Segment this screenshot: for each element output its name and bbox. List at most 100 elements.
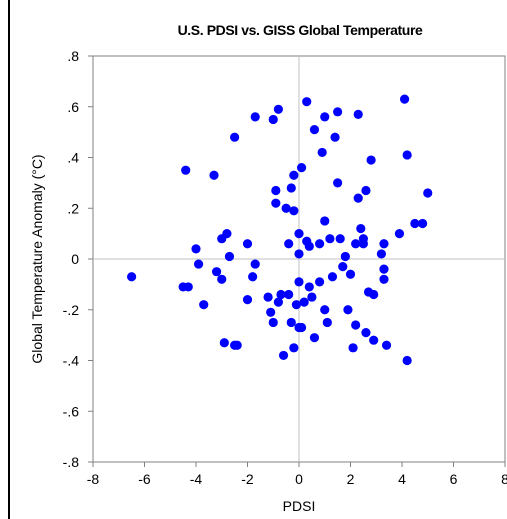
data-point bbox=[351, 320, 361, 330]
data-point bbox=[335, 234, 345, 244]
data-point bbox=[219, 338, 229, 348]
data-point bbox=[294, 277, 304, 287]
data-point bbox=[193, 259, 204, 269]
data-point bbox=[315, 239, 325, 249]
data-point bbox=[361, 327, 371, 338]
data-point bbox=[212, 267, 222, 277]
data-point bbox=[361, 185, 371, 196]
data-point bbox=[304, 241, 314, 251]
data-point bbox=[273, 104, 283, 114]
data-point bbox=[353, 109, 363, 119]
data-point bbox=[199, 300, 209, 310]
x-tick-label: -6 bbox=[138, 471, 151, 487]
data-point bbox=[248, 272, 258, 282]
data-point bbox=[376, 249, 386, 259]
data-point bbox=[399, 94, 410, 104]
chart-title: U.S. PDSI vs. GISS Global Temperature bbox=[177, 22, 423, 38]
x-tick-label: 8 bbox=[501, 471, 507, 487]
data-point bbox=[366, 155, 376, 165]
data-point bbox=[379, 239, 389, 249]
data-point bbox=[320, 112, 330, 122]
data-point bbox=[402, 355, 412, 366]
data-point bbox=[330, 132, 340, 142]
data-point bbox=[410, 218, 420, 229]
y-tick-label: -.2 bbox=[63, 302, 80, 318]
y-tick-label: -.4 bbox=[63, 353, 80, 369]
data-point bbox=[250, 259, 260, 269]
data-point bbox=[183, 282, 193, 292]
data-point bbox=[276, 289, 286, 300]
data-point bbox=[296, 322, 307, 333]
data-point bbox=[289, 206, 299, 216]
data-point bbox=[394, 229, 405, 239]
data-point bbox=[320, 305, 330, 315]
data-point bbox=[304, 282, 314, 292]
data-points bbox=[127, 94, 433, 366]
data-point bbox=[343, 305, 353, 315]
data-point bbox=[289, 343, 299, 353]
x-tick-label: 4 bbox=[398, 471, 406, 487]
data-point bbox=[381, 340, 392, 350]
y-axis-label: Global Temperature Anomaly (°C) bbox=[29, 154, 45, 363]
data-point bbox=[379, 274, 389, 284]
data-point bbox=[268, 114, 278, 125]
data-point bbox=[358, 234, 368, 244]
data-point bbox=[302, 97, 312, 107]
y-tick-label: .2 bbox=[67, 200, 79, 216]
data-point bbox=[317, 147, 327, 158]
data-point bbox=[191, 244, 201, 254]
data-point bbox=[307, 292, 317, 302]
data-point bbox=[294, 249, 304, 259]
data-point bbox=[348, 343, 358, 353]
data-point bbox=[320, 216, 330, 226]
data-point bbox=[232, 340, 242, 350]
data-point bbox=[327, 272, 338, 282]
data-point bbox=[325, 234, 335, 244]
data-point bbox=[333, 107, 343, 117]
data-point bbox=[281, 203, 291, 213]
data-point bbox=[222, 229, 232, 239]
x-tick-label: 0 bbox=[295, 471, 303, 487]
data-point bbox=[315, 277, 325, 287]
x-axis: -8 -6 -4 -2 0 2 4 6 8 bbox=[87, 462, 507, 487]
data-point bbox=[271, 185, 281, 196]
data-point bbox=[369, 289, 379, 300]
x-axis-label: PDSI bbox=[283, 498, 316, 514]
data-point bbox=[291, 300, 302, 310]
data-point bbox=[351, 239, 361, 249]
data-point bbox=[309, 333, 320, 343]
x-tick-label: -2 bbox=[241, 471, 254, 487]
data-point bbox=[402, 150, 412, 160]
data-point bbox=[294, 229, 304, 239]
data-point bbox=[345, 269, 356, 279]
x-tick-label: 6 bbox=[450, 471, 458, 487]
data-point bbox=[333, 178, 343, 188]
y-tick-label: -.8 bbox=[63, 454, 80, 470]
data-point bbox=[338, 262, 348, 272]
data-point bbox=[340, 251, 350, 262]
data-point bbox=[268, 317, 278, 328]
data-point bbox=[224, 251, 235, 262]
y-tick-label: .8 bbox=[67, 48, 79, 64]
x-tick-label: 2 bbox=[347, 471, 355, 487]
left-border-line bbox=[8, 0, 10, 519]
plot-area bbox=[92, 55, 506, 463]
data-point bbox=[230, 132, 240, 142]
data-point bbox=[209, 170, 219, 180]
data-point bbox=[286, 317, 296, 328]
data-point bbox=[263, 292, 273, 302]
data-point bbox=[379, 264, 389, 274]
x-tick-label: -4 bbox=[190, 471, 203, 487]
data-point bbox=[423, 188, 433, 198]
y-tick-label: 0 bbox=[71, 251, 79, 267]
data-point bbox=[127, 272, 137, 282]
data-point bbox=[284, 289, 294, 300]
y-tick-label: .6 bbox=[67, 99, 79, 115]
data-point bbox=[273, 297, 283, 307]
data-point bbox=[289, 170, 299, 180]
data-point bbox=[418, 218, 428, 229]
data-point bbox=[271, 198, 281, 208]
data-point bbox=[250, 112, 260, 122]
y-axis: .8 .6 .4 .2 0 -.2 -.4 -.6 -.8 bbox=[63, 48, 93, 470]
data-point bbox=[286, 183, 296, 193]
